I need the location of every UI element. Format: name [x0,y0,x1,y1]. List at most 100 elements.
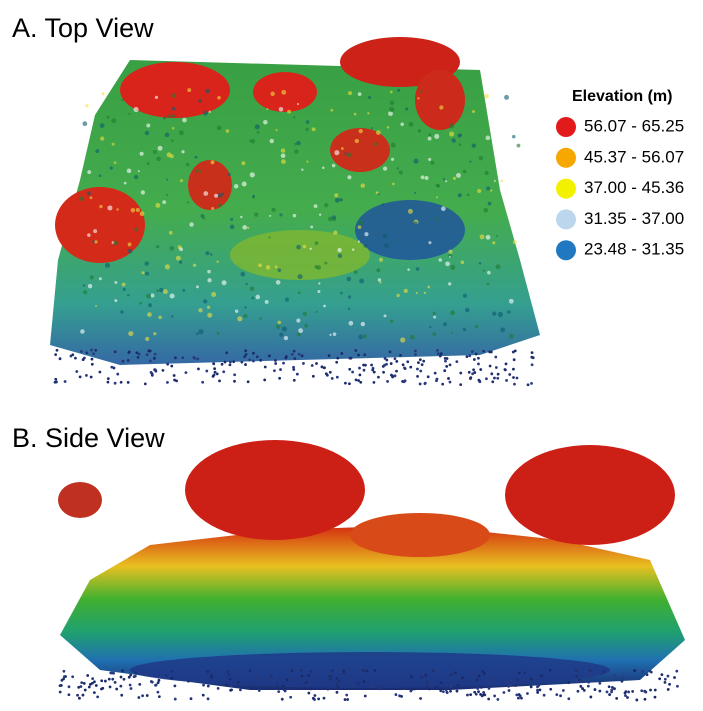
canopy-point [162,200,166,204]
ground-point [59,357,62,360]
canopy-point [333,230,337,234]
canopy-point [391,158,394,161]
canopy-point [156,289,159,292]
crown [415,70,465,130]
canopy-point [433,316,436,319]
ground-point [456,684,459,687]
canopy-point [477,189,481,193]
ground-point [312,375,315,378]
canopy-point [87,170,91,174]
ground-point [394,357,397,360]
ground-point [153,357,156,360]
legend-swatch [556,117,576,137]
ground-point [122,360,125,363]
ground-point [352,684,355,687]
canopy-point [494,180,496,182]
ground-point [286,678,289,681]
canopy-point [449,256,451,258]
canopy-point [492,241,495,244]
canopy-point [498,312,503,317]
ground-point [144,383,147,386]
canopy-point [207,306,210,309]
ground-point [274,362,277,365]
canopy-point [250,172,255,177]
canopy-point [144,261,149,266]
canopy-point [458,193,462,197]
ground-point [79,376,82,379]
ground-point [377,686,380,689]
ground-point [386,380,389,383]
ground-point [468,354,471,357]
ground-point [579,685,582,688]
canopy-point [453,177,456,180]
ground-point [54,378,57,381]
ground-point [512,351,515,354]
ground-point [331,669,334,672]
canopy-point [102,92,105,95]
canopy-point [297,103,299,105]
ground-point [54,353,57,356]
ground-point [268,354,271,357]
canopy-point [334,193,338,197]
ground-point [55,381,58,384]
canopy-point [172,107,176,111]
canopy-point [182,289,185,292]
ground-point [284,357,287,360]
ground-point [258,689,261,692]
canopy-point [418,129,421,132]
canopy-point [305,128,308,131]
ground-point [301,674,304,677]
canopy-point [333,332,337,336]
ground-point [505,362,508,365]
legend-swatch [556,179,576,199]
canopy-point [443,178,445,180]
canopy-point [270,92,274,96]
canopy-point [484,94,489,99]
canopy-point [148,303,152,307]
ground-point [622,676,625,679]
canopy-point [376,191,379,194]
canopy-point [94,240,97,243]
ground-point [107,377,110,380]
ground-point [68,685,71,688]
ground-point [226,670,229,673]
ground-point [491,380,494,383]
ground-point [150,371,153,374]
ground-point [496,377,499,380]
canopy-point [436,184,440,188]
ground-point [347,669,350,672]
canopy-point [113,240,118,245]
canopy-point [469,161,471,163]
ground-point [244,363,247,366]
ground-point [282,685,285,688]
ground-point [419,358,422,361]
canopy-point [333,219,336,222]
ground-point [218,379,221,382]
panel-title: A. Top View [12,13,154,43]
ground-point [224,361,227,364]
ground-point [328,675,331,678]
canopy-point [310,248,312,250]
figure: A. Top View B. Side View Elevation (m) 5… [0,0,703,711]
canopy-point [193,264,196,267]
ground-point [83,682,86,685]
canopy-point [306,161,308,163]
ground-point [129,674,132,677]
canopy-point [169,231,173,235]
canopy-point [407,268,410,271]
ground-point [328,354,331,357]
ground-point [326,374,329,377]
ground-point [187,680,190,683]
canopy-point [445,261,450,266]
canopy-point [279,213,282,216]
canopy-point [405,107,408,110]
ground-point [531,351,534,354]
ground-point [146,353,149,356]
ground-point [80,350,83,353]
ground-point [469,377,472,380]
legend-swatch [556,240,576,260]
canopy-point [428,137,432,141]
crown [505,445,675,545]
canopy-point [389,107,394,112]
ground-point [309,682,312,685]
